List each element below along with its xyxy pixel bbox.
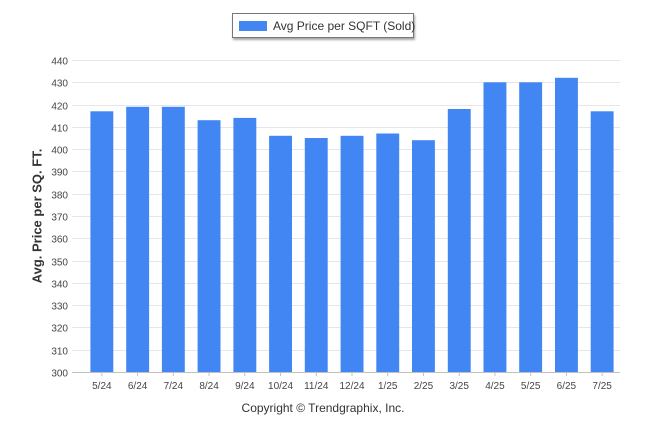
- bar: [519, 82, 543, 373]
- y-axis-ticks: 300 310 320 330 340 350 360 370 380 390 400 410 420 4…: [51, 57, 68, 380]
- y-tick-label: 320: [51, 324, 68, 335]
- x-tick-label: 11/24: [304, 381, 329, 392]
- bar: [340, 135, 364, 372]
- bars: [90, 77, 614, 373]
- x-tick-label: 4/25: [485, 381, 505, 392]
- x-tick-label: 9/24: [235, 381, 255, 392]
- y-tick-label: 370: [51, 213, 68, 224]
- bar: [126, 106, 150, 373]
- bar: [233, 117, 257, 373]
- bar: [412, 140, 435, 372]
- bar: [376, 133, 400, 372]
- y-tick-label: 390: [51, 168, 68, 179]
- x-tick-label: 2/25: [414, 381, 434, 392]
- x-tick-label: 7/25: [592, 381, 612, 392]
- legend: Avg Price per SQFT (Sold): [232, 13, 416, 38]
- bar: [269, 135, 292, 372]
- y-tick-label: 410: [51, 124, 68, 135]
- y-tick-label: 440: [51, 57, 68, 68]
- x-tick-label: 6/24: [128, 381, 148, 392]
- x-tick-label: 8/24: [199, 381, 219, 392]
- legend-swatch: [239, 21, 267, 31]
- y-tick-label: 350: [51, 258, 68, 269]
- x-tick-label: 5/25: [521, 381, 541, 392]
- bar: [161, 106, 185, 373]
- x-tick-label: 12/24: [339, 381, 364, 392]
- x-tick-label: 5/24: [92, 381, 112, 392]
- y-tick-label: 430: [51, 79, 68, 90]
- bar: [483, 82, 507, 373]
- y-tick-label: 380: [51, 191, 68, 202]
- x-tick-label: 1/25: [378, 381, 398, 392]
- x-tick-label: 7/24: [164, 381, 184, 392]
- bar: [197, 120, 221, 372]
- bar: [590, 111, 614, 373]
- bar: [90, 111, 114, 373]
- x-tick-label: 10/24: [268, 381, 293, 392]
- bar: [447, 109, 471, 372]
- y-tick-label: 360: [51, 235, 68, 246]
- y-tick-label: 400: [51, 146, 68, 157]
- x-axis-ticks: 5/24 6/24 7/24 8/24 9/24 10/24 11/24 12/24 1/25 2…: [92, 372, 612, 392]
- y-axis-label: Avg. Price per SQ. FT.: [29, 148, 45, 284]
- x-tick-label: 6/25: [557, 381, 577, 392]
- bar: [304, 138, 328, 372]
- x-tick-label: 3/25: [449, 381, 469, 392]
- legend-label: Avg Price per SQFT (Sold): [273, 19, 416, 33]
- y-tick-label: 330: [51, 302, 68, 313]
- y-tick-label: 420: [51, 102, 68, 113]
- y-tick-label: 310: [51, 347, 68, 358]
- copyright-footer: Copyright © Trendgraphix, Inc.: [241, 401, 405, 415]
- bar: [555, 77, 578, 373]
- y-tick-label: 300: [51, 369, 68, 380]
- y-tick-label: 340: [51, 280, 68, 291]
